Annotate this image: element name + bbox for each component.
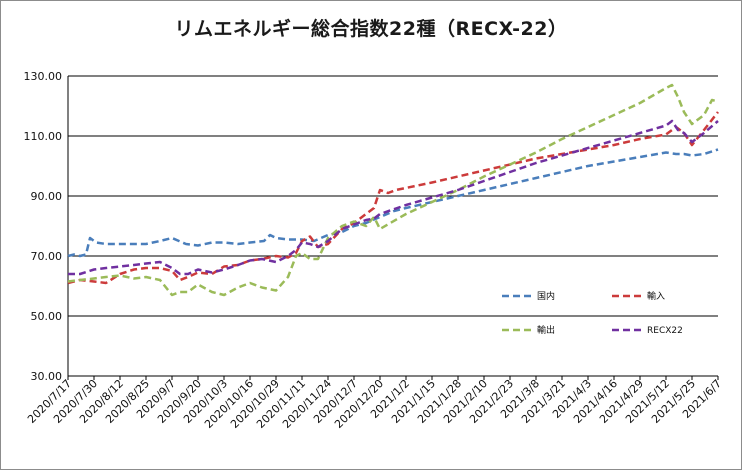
y-axis: 30.00 50.00 70.00 90.00 110.00 130.00 (24, 70, 69, 383)
x-axis: 2020/7/172020/7/302020/8/122020/8/252020… (25, 376, 724, 431)
series-line-RECX22 (68, 119, 719, 276)
gridlines (68, 75, 718, 377)
series-lines (67, 83, 719, 297)
series-line-国内 (67, 148, 719, 258)
chart-title: リムエネルギー総合指数22種（RECX-22） (174, 18, 568, 40)
y-tick-label: 50.00 (31, 310, 63, 323)
y-tick-label: 90.00 (31, 190, 63, 203)
y-tick-label: 70.00 (31, 250, 63, 263)
y-tick-label: 110.00 (24, 130, 63, 143)
legend-label: 輸入 (647, 290, 665, 302)
y-tick-label: 130.00 (24, 70, 63, 83)
y-tick-label: 30.00 (31, 370, 63, 383)
series-line-輸出 (67, 83, 719, 297)
legend-label: 輸出 (537, 324, 555, 336)
series-line-輸入 (67, 111, 719, 285)
legend-label: 国内 (537, 290, 555, 302)
legend-label: RECX22 (647, 326, 683, 336)
